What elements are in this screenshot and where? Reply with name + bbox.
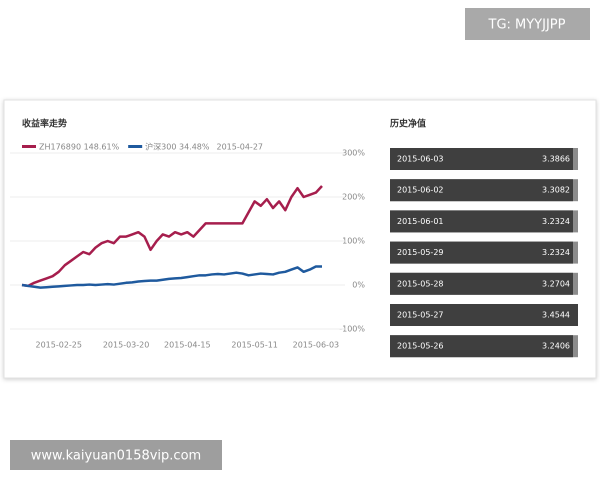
watermark-box	[465, 8, 590, 40]
row-bar	[390, 304, 578, 326]
legend-swatch	[22, 145, 36, 148]
watermark: TG: MYYJJPP	[488, 18, 566, 33]
x-tick-label: 2015-04-15	[164, 341, 211, 350]
x-tick-label: 2015-05-11	[231, 341, 278, 350]
x-tick-label: 2015-06-03	[293, 341, 340, 350]
row-date: 2015-05-29	[397, 248, 444, 257]
row-date: 2015-06-03	[397, 155, 444, 164]
row-value: 3.2704	[542, 279, 570, 288]
row-bar	[390, 335, 573, 358]
row-bar	[390, 241, 573, 264]
x-tick-label: 2015-03-20	[103, 341, 150, 350]
row-bar	[390, 179, 573, 202]
row-value: 3.3866	[542, 155, 570, 164]
legend-label: 沪深300 34.48%	[145, 142, 210, 152]
table-title: 历史净值	[390, 118, 426, 130]
series-line	[21, 265, 322, 289]
y-tick-label: -100%	[339, 325, 365, 334]
row-date: 2015-05-26	[397, 342, 444, 351]
legend-swatch	[128, 145, 143, 148]
annotation: 2015-04-27	[217, 143, 264, 152]
row-bar	[390, 210, 573, 233]
card	[3, 99, 597, 379]
row-value: 3.2324	[542, 217, 570, 226]
row-date: 2015-06-01	[397, 217, 444, 226]
row-value: 3.3082	[542, 186, 570, 195]
chart-title: 收益率走势	[22, 118, 67, 130]
row-value: 3.2406	[542, 342, 570, 351]
y-tick-label: 0%	[352, 281, 365, 290]
row-value: 3.4544	[542, 311, 570, 320]
row-value: 3.2324	[542, 248, 570, 257]
y-tick-label: 300%	[342, 149, 365, 158]
row-bar	[390, 148, 573, 170]
row-bar	[390, 272, 573, 295]
series-line	[21, 185, 323, 288]
footer-box	[10, 440, 222, 470]
footer-banner: www.kaiyuan0158vip.com	[31, 449, 201, 464]
row-date: 2015-06-02	[397, 186, 444, 195]
x-tick-label: 2015-02-25	[35, 341, 82, 350]
y-tick-label: 200%	[342, 193, 365, 202]
legend-label: ZH176890 148.61%	[39, 143, 120, 152]
y-tick-label: 100%	[342, 237, 365, 246]
row-date: 2015-05-27	[397, 311, 444, 320]
row-date: 2015-05-28	[397, 279, 444, 288]
